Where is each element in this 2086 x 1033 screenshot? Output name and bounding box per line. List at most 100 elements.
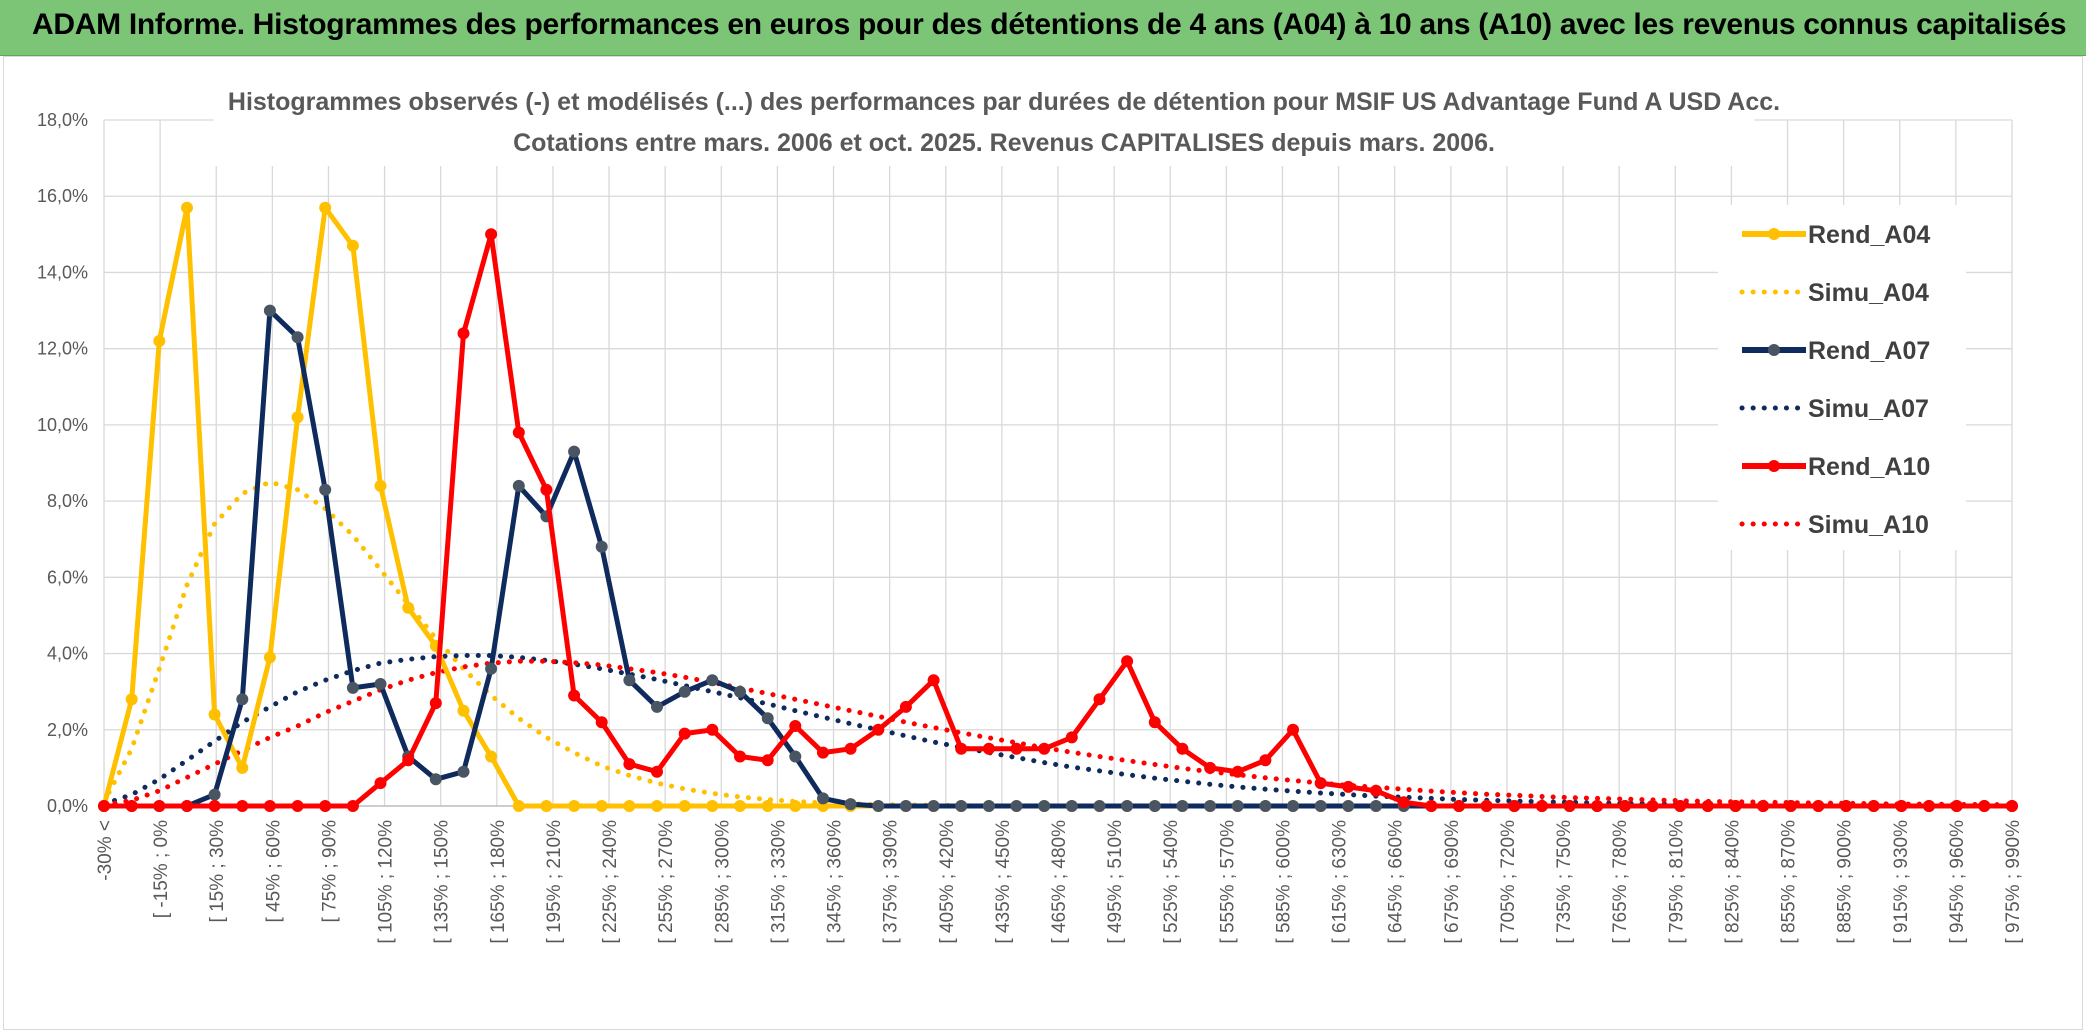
data-point (374, 479, 387, 492)
data-point (1176, 742, 1189, 755)
data-point (872, 800, 885, 812)
data-point (1674, 800, 1687, 812)
data-point (1923, 800, 1935, 812)
series-lines (98, 201, 2018, 812)
data-point (374, 777, 387, 790)
x-tick-label: [ 885% ; 900% (1835, 820, 1856, 944)
y-tick-label: 12,0% (37, 339, 88, 359)
title-banner: ADAM Informe. Histogrammes des performan… (0, 0, 2086, 56)
data-point (402, 601, 415, 614)
x-tick-label: [ 615% ; 630% (1330, 820, 1351, 944)
data-point (457, 765, 470, 778)
y-tick-label: 8,0% (47, 491, 88, 511)
x-tick-label: [ 255% ; 270% (656, 820, 677, 944)
data-point (1093, 693, 1106, 706)
data-point (291, 800, 304, 812)
x-tick-label: [ 705% ; 720% (1498, 820, 1519, 944)
data-point (512, 800, 525, 812)
legend-marker (1768, 228, 1780, 240)
data-point (1950, 800, 1963, 812)
data-point (263, 800, 276, 812)
series-line (101, 653, 2015, 809)
series-rend-a10 (98, 228, 2018, 812)
legend-backdrop (1718, 205, 1966, 550)
data-point (540, 483, 553, 496)
x-tick-label: [ 945% ; 960% (1947, 820, 1968, 944)
legend-item-rend-a07: Rend_A07 (1742, 337, 1930, 365)
data-point (540, 800, 553, 812)
x-tick-label: [ 345% ; 360% (825, 820, 846, 944)
y-tick-label: 10,0% (37, 415, 88, 435)
data-point (706, 800, 719, 812)
x-tick-label: [ 15% ; 30% (207, 820, 228, 923)
data-point (817, 792, 829, 805)
series-simu-a10 (101, 658, 2015, 808)
data-point (761, 800, 774, 812)
data-point (568, 445, 581, 458)
data-point (1978, 800, 1991, 812)
data-point (1121, 655, 1134, 668)
legend-label: Simu_A10 (1808, 511, 1929, 539)
data-point (1314, 777, 1327, 790)
legend-marker (1768, 344, 1780, 356)
x-tick-label: [ 675% ; 690% (1442, 820, 1463, 944)
x-tick-label: [ 225% ; 240% (600, 820, 621, 944)
data-point (595, 716, 608, 729)
legend-item-rend-a04: Rend_A04 (1742, 221, 1930, 249)
data-point (1480, 800, 1493, 812)
data-point (236, 761, 249, 774)
x-tick-label: [ -15% ; 0% (151, 820, 172, 918)
data-point (1204, 800, 1217, 812)
data-point (1148, 800, 1161, 812)
data-point (595, 800, 608, 812)
data-point (734, 750, 746, 763)
data-point (208, 788, 221, 801)
data-point (1646, 800, 1659, 812)
legend-label: Rend_A04 (1808, 221, 1930, 249)
x-tick-label: [ 975% ; 990% (2003, 820, 2024, 944)
legend: Rend_A04 Simu_A04 Rend_A07 Simu_A07 Rend_A10… (1739, 221, 1930, 539)
legend-item-simu-a04: Simu_A04 (1739, 279, 1929, 307)
data-point (2006, 800, 2018, 812)
x-tick-label: [ 765% ; 780% (1610, 820, 1631, 944)
data-point (1010, 742, 1023, 755)
title-backdrop (214, 76, 1754, 166)
data-point (374, 678, 387, 690)
data-point (734, 800, 746, 812)
data-point (346, 239, 359, 252)
data-point (1204, 761, 1217, 774)
data-point (872, 723, 885, 736)
x-tick-label: [ 405% ; 420% (937, 820, 958, 944)
x-tick-label: [ 105% ; 120% (376, 820, 397, 944)
x-tick-label: [ 585% ; 600% (1273, 820, 1294, 944)
y-tick-label: 18,0% (37, 110, 88, 130)
x-tick-label: [ 915% ; 930% (1891, 820, 1912, 944)
data-point (1010, 800, 1023, 812)
data-point (429, 697, 442, 710)
legend-label: Simu_A04 (1808, 279, 1929, 307)
data-point (1840, 800, 1853, 812)
data-point (1618, 800, 1631, 812)
x-tick-label: [ 315% ; 330% (768, 820, 789, 944)
data-point (181, 201, 193, 214)
data-point (1535, 800, 1548, 812)
data-point (457, 704, 470, 717)
x-tick-label: [ 195% ; 210% (544, 820, 565, 944)
data-point (346, 681, 359, 694)
data-point (651, 700, 663, 713)
data-point (1867, 800, 1880, 812)
data-point (678, 800, 691, 812)
data-point (1314, 800, 1327, 812)
data-point (899, 700, 912, 713)
data-point (1065, 731, 1078, 744)
legend-item-simu-a07: Simu_A07 (1739, 395, 1929, 423)
data-point (125, 693, 138, 706)
data-point (512, 426, 525, 439)
data-point (1065, 800, 1078, 812)
data-point (457, 327, 470, 340)
report-title: ADAM Informe. Histogrammes des performan… (32, 8, 2067, 41)
data-point (1342, 800, 1355, 812)
data-point (817, 746, 829, 759)
y-tick-label: 4,0% (47, 644, 88, 664)
